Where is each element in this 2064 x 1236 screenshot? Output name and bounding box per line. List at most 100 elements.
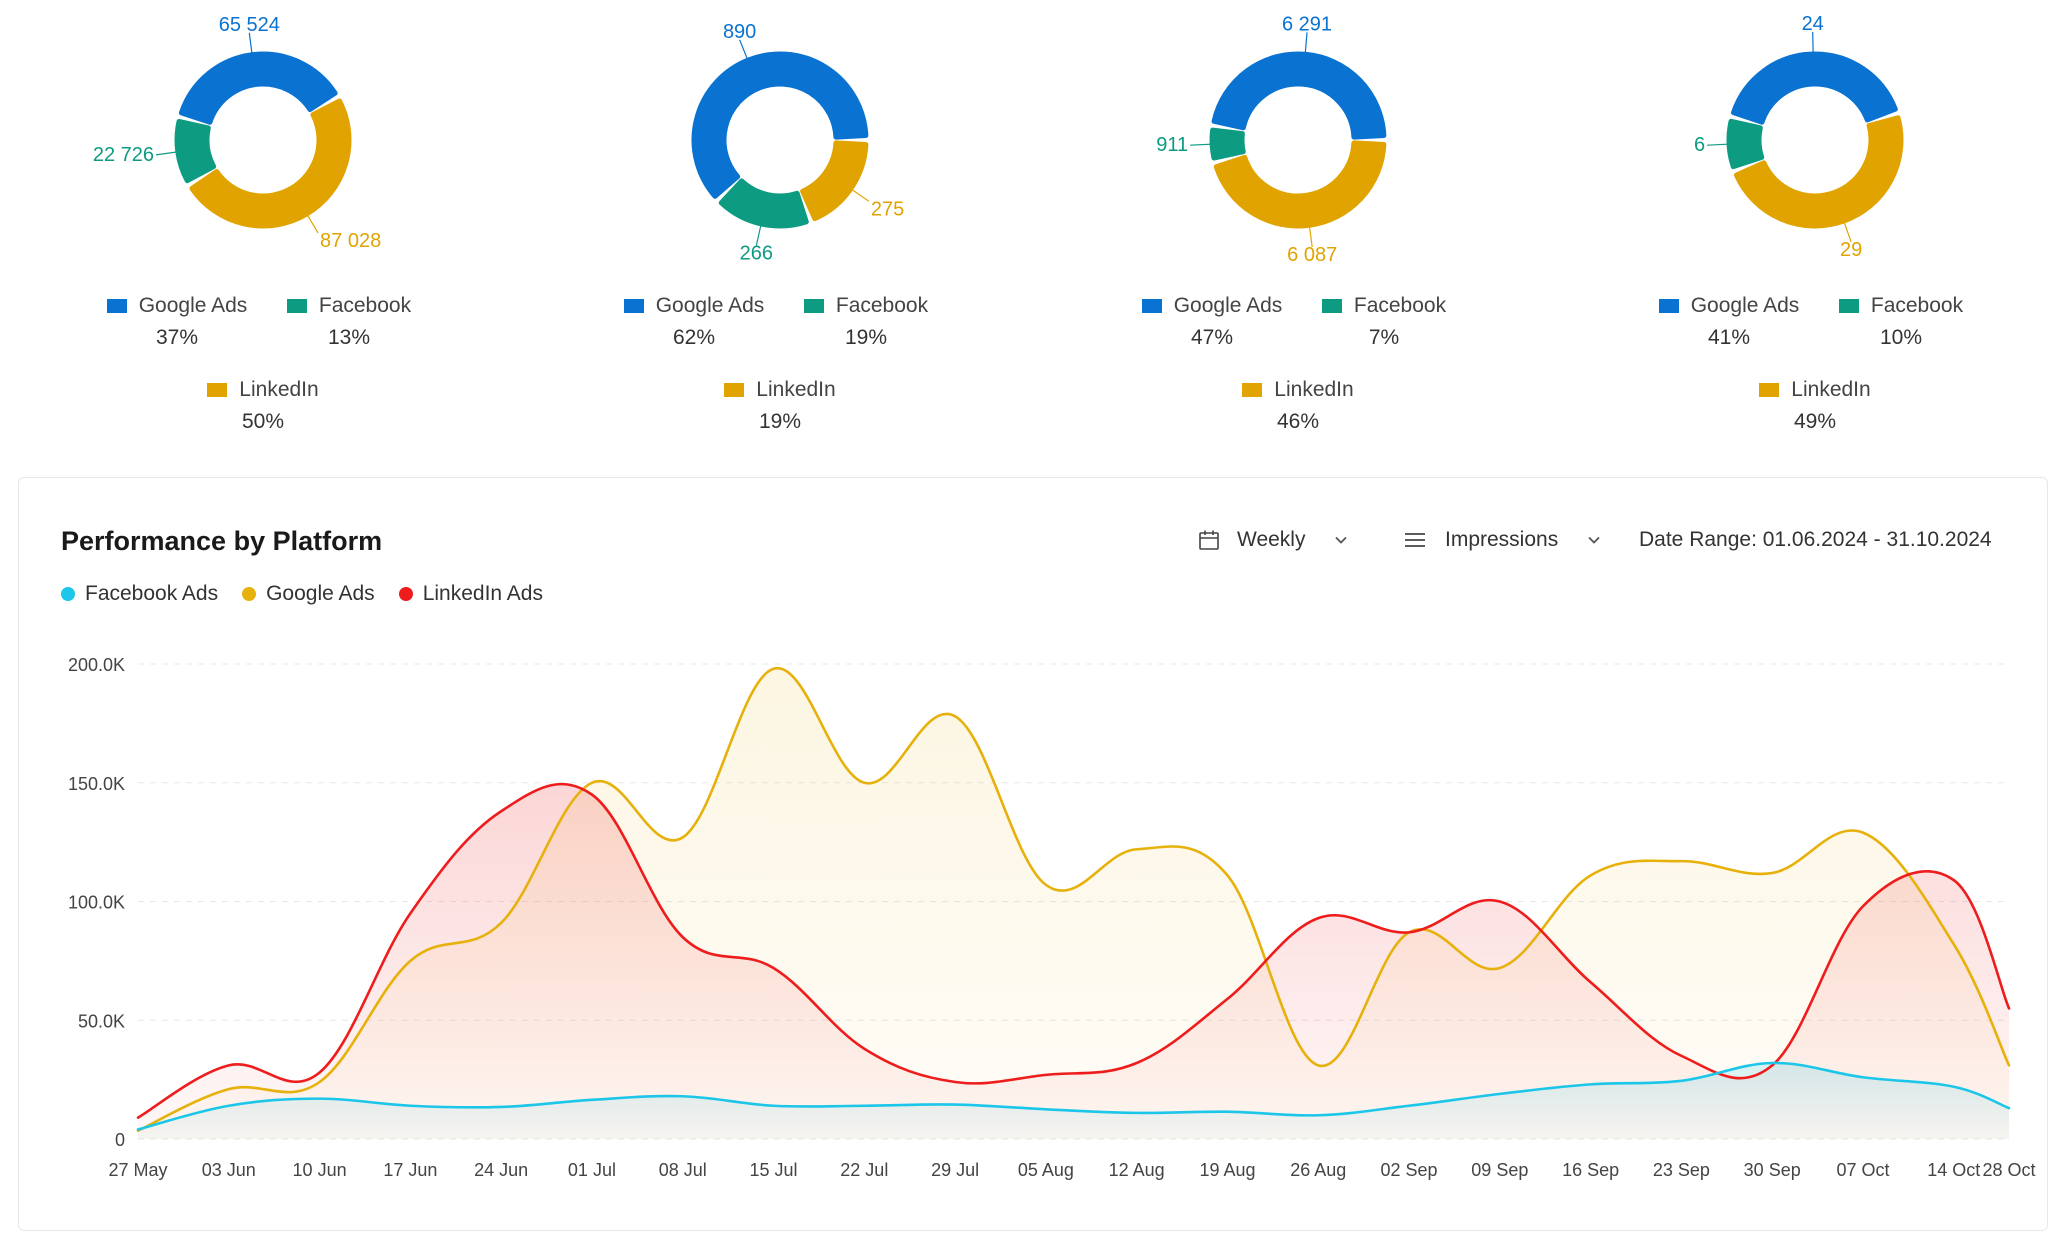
data-point[interactable]	[1678, 1078, 1684, 1084]
data-point[interactable]	[680, 1093, 686, 1099]
data-point[interactable]	[1134, 1060, 1140, 1066]
data-point[interactable]	[1588, 872, 1594, 878]
data-point[interactable]	[317, 1070, 323, 1076]
data-point[interactable]	[1860, 1074, 1866, 1080]
data-point[interactable]	[589, 792, 595, 798]
data-point[interactable]	[1588, 1081, 1594, 1087]
data-point[interactable]	[226, 1062, 232, 1068]
data-point[interactable]	[498, 1104, 504, 1110]
legend-item-facebook-ads[interactable]: Facebook Ads	[61, 582, 218, 606]
data-point[interactable]	[1769, 870, 1775, 876]
data-point[interactable]	[861, 1046, 867, 1052]
data-point[interactable]	[589, 780, 595, 786]
donut-slice-google[interactable]	[178, 51, 338, 125]
data-point[interactable]	[1406, 1103, 1412, 1109]
donut-slice-facebook[interactable]	[718, 178, 809, 229]
data-point[interactable]	[1224, 996, 1230, 1002]
data-point[interactable]	[226, 1103, 232, 1109]
data-point[interactable]	[407, 910, 413, 916]
data-point[interactable]	[1860, 903, 1866, 909]
donut-legend-item-google[interactable]: Google Ads 47%	[1112, 294, 1312, 350]
donut-legend-item-google[interactable]: Google Ads 41%	[1629, 294, 1829, 350]
data-point[interactable]	[1678, 858, 1684, 864]
donut-slice-google[interactable]	[691, 51, 869, 199]
data-point[interactable]	[1769, 1060, 1775, 1066]
legend-item-google-ads[interactable]: Google Ads	[242, 582, 375, 606]
data-point[interactable]	[1678, 1053, 1684, 1059]
data-point[interactable]	[2006, 1062, 2012, 1068]
series-line-linkedin-ads[interactable]	[136, 782, 2011, 1119]
data-point[interactable]	[1497, 899, 1503, 905]
data-point[interactable]	[1134, 1110, 1140, 1116]
data-point[interactable]	[317, 1079, 323, 1085]
data-point[interactable]	[771, 1103, 777, 1109]
series-line-google-ads[interactable]	[136, 667, 2011, 1132]
data-point[interactable]	[317, 1096, 323, 1102]
donut-legend-head: LinkedIn	[724, 378, 836, 402]
data-point[interactable]	[771, 965, 777, 971]
data-point[interactable]	[1224, 872, 1230, 878]
data-point[interactable]	[1406, 929, 1412, 935]
frequency-dropdown[interactable]: Weekly	[1197, 528, 1349, 552]
data-point[interactable]	[407, 958, 413, 964]
data-point[interactable]	[1315, 915, 1321, 921]
data-point[interactable]	[952, 1102, 958, 1108]
data-point[interactable]	[2006, 1005, 2012, 1011]
data-point[interactable]	[1951, 877, 1957, 883]
donut-legend-item-facebook[interactable]: Facebook 7%	[1284, 294, 1484, 350]
data-point[interactable]	[1043, 1106, 1049, 1112]
donut-value-label: 890	[723, 21, 756, 43]
donut-slice-google[interactable]	[1730, 51, 1898, 125]
donut-slice-google[interactable]	[1211, 51, 1387, 140]
donut-legend-item-linkedin[interactable]: LinkedIn 50%	[163, 378, 363, 434]
donut-slice-linkedin[interactable]	[189, 98, 352, 229]
data-point[interactable]	[407, 1103, 413, 1109]
donut-legend-item-linkedin[interactable]: LinkedIn 49%	[1715, 378, 1915, 434]
series-line-facebook-ads[interactable]	[136, 1061, 2011, 1131]
data-point[interactable]	[952, 713, 958, 719]
donut-slice-facebook[interactable]	[174, 119, 217, 184]
data-point[interactable]	[1588, 979, 1594, 985]
donut-label-leader	[755, 217, 764, 246]
data-point[interactable]	[1497, 1091, 1503, 1097]
data-point[interactable]	[1497, 965, 1503, 971]
donut-slice-facebook[interactable]	[1726, 118, 1765, 170]
donut-legend-item-facebook[interactable]: Facebook 13%	[249, 294, 449, 350]
data-point[interactable]	[498, 808, 504, 814]
data-point[interactable]	[135, 1115, 141, 1121]
data-point[interactable]	[1951, 1084, 1957, 1090]
data-point[interactable]	[1043, 882, 1049, 888]
legend-label: Google Ads	[1690, 294, 1800, 317]
data-point[interactable]	[1315, 1062, 1321, 1068]
data-point[interactable]	[861, 780, 867, 786]
data-point[interactable]	[861, 1103, 867, 1109]
data-point[interactable]	[1043, 1072, 1049, 1078]
data-point[interactable]	[589, 1097, 595, 1103]
data-point[interactable]	[952, 1079, 958, 1085]
donut-legend-item-linkedin[interactable]: LinkedIn 46%	[1198, 378, 1398, 434]
donut-legend-item-facebook[interactable]: Facebook 10%	[1801, 294, 2001, 350]
donut-slice-linkedin[interactable]	[1213, 140, 1387, 229]
data-point[interactable]	[680, 934, 686, 940]
donut-slice-facebook[interactable]	[1209, 127, 1246, 161]
data-point[interactable]	[1224, 1109, 1230, 1115]
data-point[interactable]	[1315, 1112, 1321, 1118]
donut-legend-item-google[interactable]: Google Ads 62%	[594, 294, 794, 350]
donut-legend-item-linkedin[interactable]: LinkedIn 19%	[680, 378, 880, 434]
data-point[interactable]	[771, 666, 777, 672]
data-point[interactable]	[2006, 1105, 2012, 1111]
donut-legend-item-google[interactable]: Google Ads 37%	[77, 294, 277, 350]
donut-legend-item-facebook[interactable]: Facebook 19%	[766, 294, 966, 350]
legend-swatch	[106, 299, 127, 313]
data-point[interactable]	[1134, 846, 1140, 852]
donut-slice-linkedin[interactable]	[1733, 115, 1904, 229]
data-point[interactable]	[1860, 830, 1866, 836]
legend-item-linkedin-ads[interactable]: LinkedIn Ads	[398, 582, 543, 606]
data-point[interactable]	[1951, 941, 1957, 947]
data-point[interactable]	[226, 1086, 232, 1092]
donut-slice-linkedin[interactable]	[800, 140, 869, 222]
data-point[interactable]	[680, 834, 686, 840]
data-point[interactable]	[135, 1127, 141, 1133]
data-point[interactable]	[498, 920, 504, 926]
metric-dropdown[interactable]: Impressions	[1403, 528, 1602, 552]
